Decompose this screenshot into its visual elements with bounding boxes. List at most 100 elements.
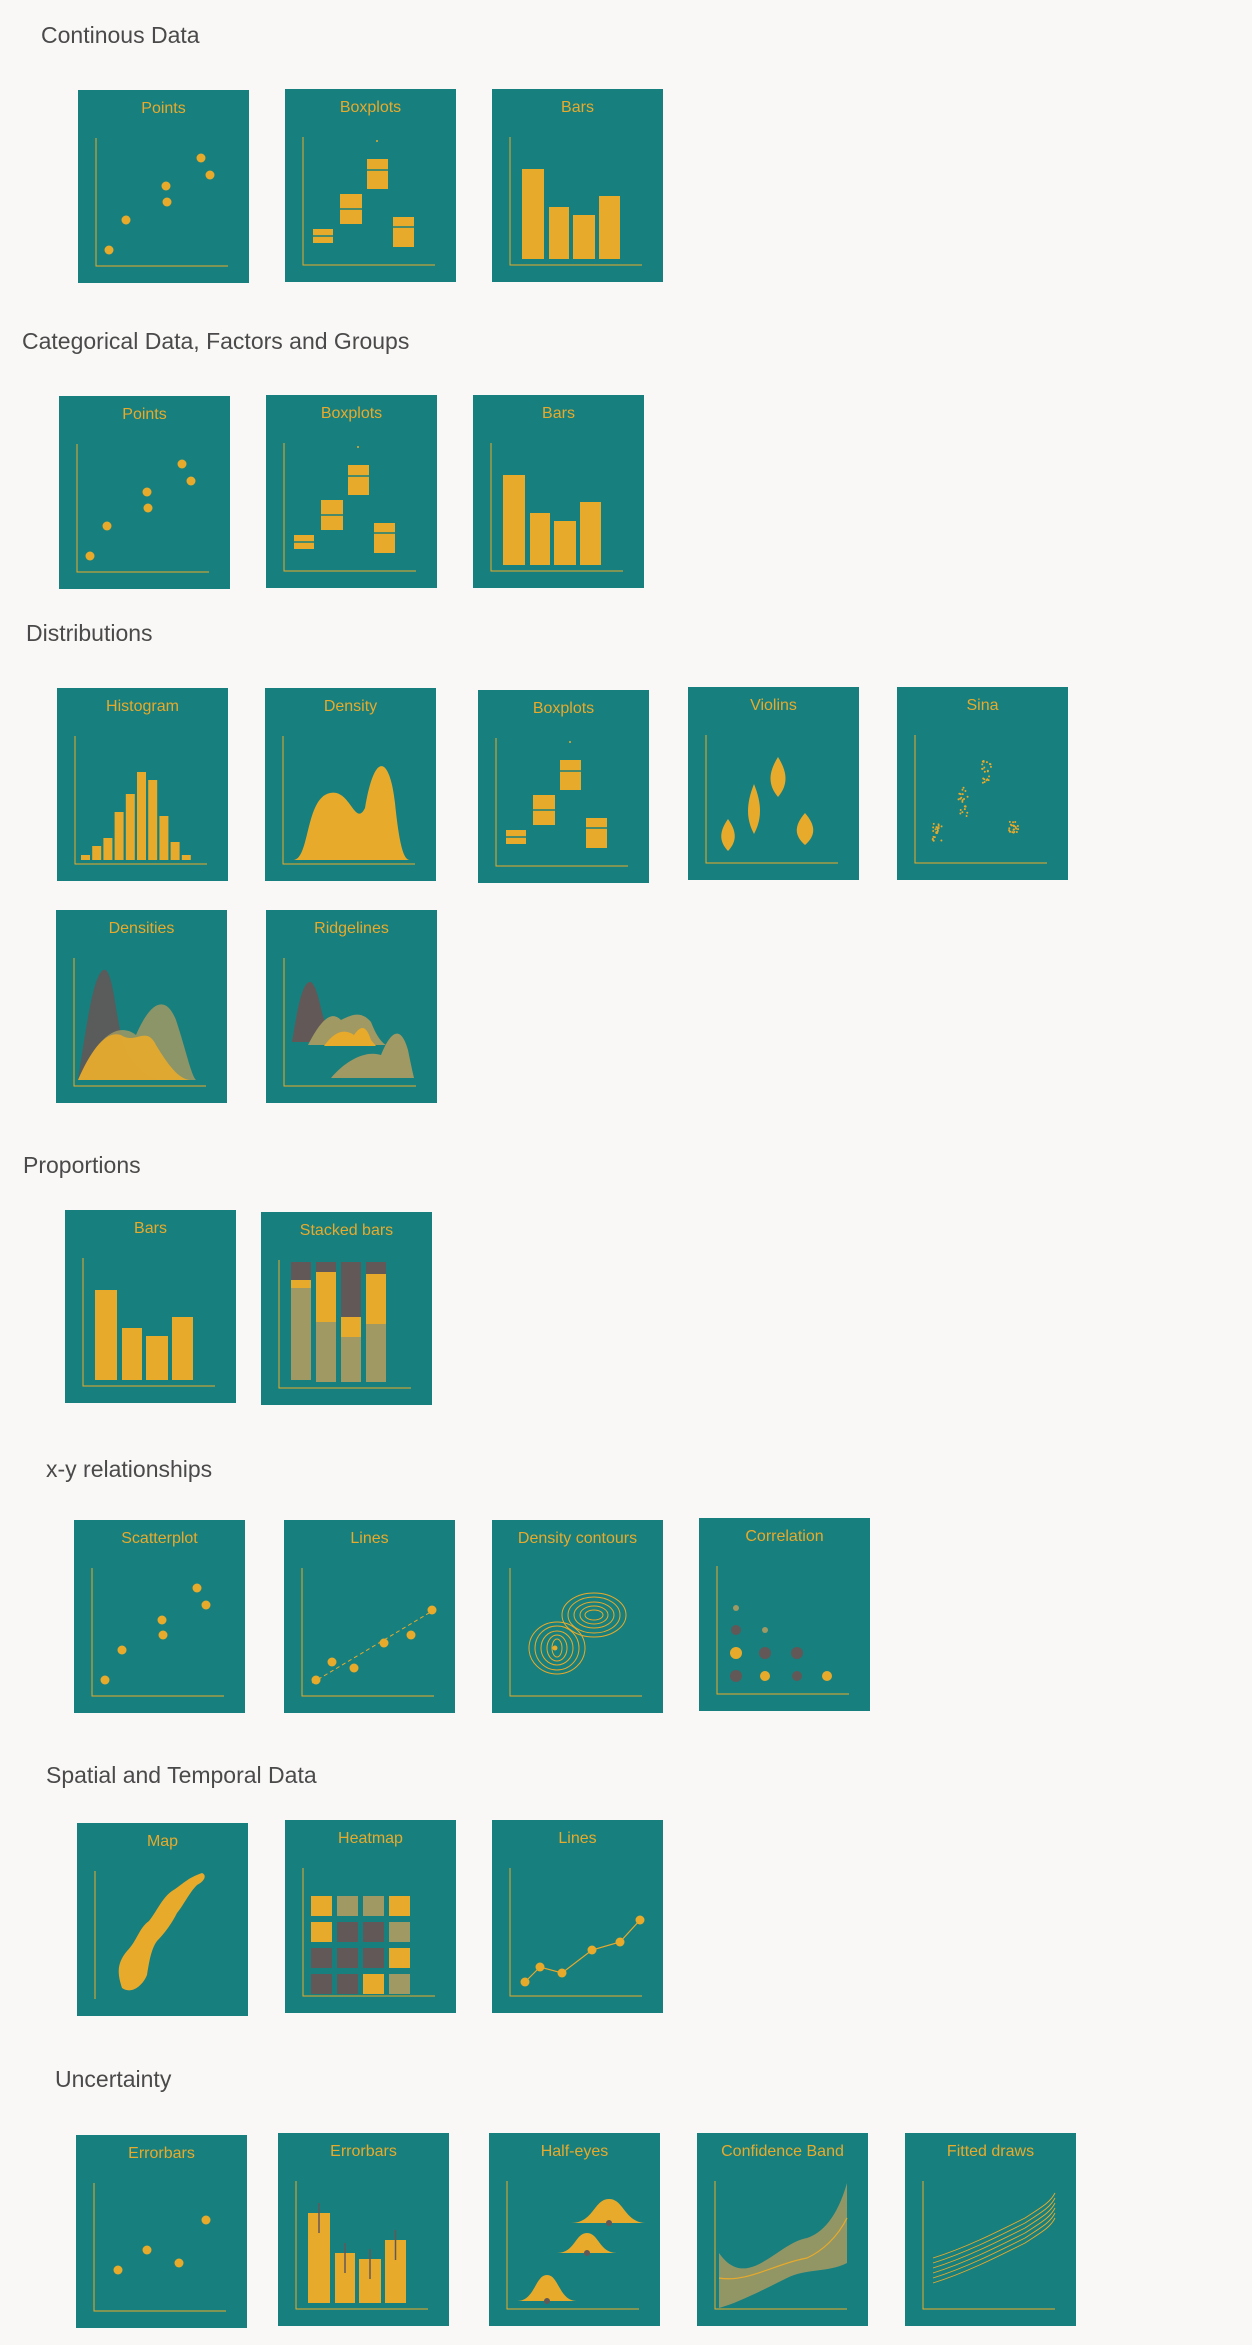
contour-line xyxy=(573,1601,615,1629)
violin-shape xyxy=(721,819,735,851)
sina-point xyxy=(959,812,962,815)
ridgelines-icon xyxy=(283,958,416,1087)
heatmap-cell xyxy=(337,1922,358,1942)
boxplot-box xyxy=(367,159,388,189)
plot-axes xyxy=(506,2181,639,2310)
heatmap-cell xyxy=(363,1922,384,1942)
correlation-cell xyxy=(731,1625,741,1635)
sina-point xyxy=(981,767,984,770)
correlation-cell xyxy=(762,1627,768,1633)
chart-tile-contours: Density contours xyxy=(492,1520,663,1713)
outlier-point xyxy=(357,446,359,448)
heatmap-cell xyxy=(389,1974,410,1994)
tile-title: Points xyxy=(122,406,167,423)
stacked-segment xyxy=(341,1337,361,1382)
tile-title: Map xyxy=(146,1833,179,1850)
tile-title: Boxplots xyxy=(320,405,383,422)
half-eye-density xyxy=(571,2199,647,2223)
sina-point xyxy=(962,786,965,789)
correlation-cell xyxy=(730,1647,742,1659)
fitted-draw-line xyxy=(932,2197,1056,2264)
bars2-icon xyxy=(82,1258,215,1387)
timeline-icon xyxy=(509,1868,645,1997)
sina-point xyxy=(1014,825,1017,828)
plot-axes xyxy=(76,444,209,573)
stacked-segment xyxy=(291,1280,311,1288)
heatmap-cell xyxy=(311,1948,332,1968)
chart-tile-bars: Bars xyxy=(492,89,663,282)
sina-point xyxy=(1017,828,1020,831)
correlation-cell xyxy=(730,1670,742,1682)
histogram-bar xyxy=(103,838,113,860)
correlation-icon xyxy=(716,1566,849,1695)
section-title-distributions: Distributions xyxy=(26,620,153,646)
sina-point xyxy=(964,789,967,792)
plot-axes xyxy=(302,137,435,266)
section-title-xy: x-y relationships xyxy=(46,1456,213,1482)
stacked-segment xyxy=(341,1262,361,1317)
tile-title: Density contours xyxy=(517,1530,638,1547)
bar xyxy=(573,215,595,259)
data-point xyxy=(117,1645,127,1655)
boxplot-box xyxy=(560,760,581,790)
sina-point xyxy=(981,781,984,784)
data-point xyxy=(379,1638,389,1648)
chart-tile-sina: Sina xyxy=(897,687,1068,880)
trend-line xyxy=(311,1609,435,1684)
plot-axes xyxy=(74,736,207,865)
chart-tile-histogram: Histogram xyxy=(57,688,228,881)
fitted-draw-line xyxy=(932,2217,1056,2284)
plot-axes xyxy=(914,735,1047,864)
sina-point xyxy=(961,788,964,791)
sina-point xyxy=(1012,828,1015,831)
chart-tile-boxplots: Boxplots xyxy=(266,395,437,588)
data-point xyxy=(142,487,152,497)
bar xyxy=(522,169,544,259)
plot-axes xyxy=(714,2181,847,2310)
bar xyxy=(385,2240,406,2303)
sina-point xyxy=(1008,829,1011,832)
sina-point xyxy=(957,798,960,801)
plot-axes xyxy=(295,2181,428,2310)
heatmap-cell xyxy=(311,1922,332,1942)
norway-map-shape xyxy=(118,1873,205,1991)
fitted-line xyxy=(718,2217,848,2280)
bar xyxy=(308,2213,330,2303)
sina-point xyxy=(961,799,964,802)
chart-tile-bars2: Bars xyxy=(65,1210,236,1403)
contours-icon xyxy=(509,1568,642,1697)
histogram-bar xyxy=(92,846,102,860)
data-point xyxy=(557,1968,567,1978)
correlation-cell xyxy=(760,1671,770,1681)
sina-icon xyxy=(914,735,1047,864)
bar xyxy=(599,196,620,259)
data-point xyxy=(406,1630,416,1640)
fitted-draw-line xyxy=(932,2207,1056,2274)
stacked-segment xyxy=(366,1262,386,1274)
data-point xyxy=(349,1663,359,1673)
sina-point xyxy=(988,775,991,778)
contour-line xyxy=(540,1630,574,1666)
histogram-icon xyxy=(74,736,207,865)
tile-title: Errorbars xyxy=(330,2143,397,2160)
violin-shape xyxy=(748,784,760,834)
bar xyxy=(549,207,569,259)
tile-title: Heatmap xyxy=(338,1830,403,1847)
outlier-point xyxy=(569,741,571,743)
sina-point xyxy=(932,826,935,829)
sina-point xyxy=(935,826,938,829)
chart-tile-lines: Lines xyxy=(284,1520,455,1713)
sina-point xyxy=(959,797,962,800)
tile-title: Densities xyxy=(108,920,175,937)
data-point xyxy=(158,1630,168,1640)
stacked-segment xyxy=(366,1274,386,1324)
chart-tile-errorpoints: Errorbars xyxy=(76,2135,247,2328)
plot-axes xyxy=(705,735,838,864)
plot-axes xyxy=(278,1260,411,1389)
stacked-segment xyxy=(316,1322,336,1382)
tile-title: Violins xyxy=(750,697,797,714)
heatmap-cell xyxy=(337,1896,358,1916)
sina-point xyxy=(937,824,940,827)
histogram-bar xyxy=(159,816,169,860)
stacked-segment xyxy=(341,1317,361,1337)
